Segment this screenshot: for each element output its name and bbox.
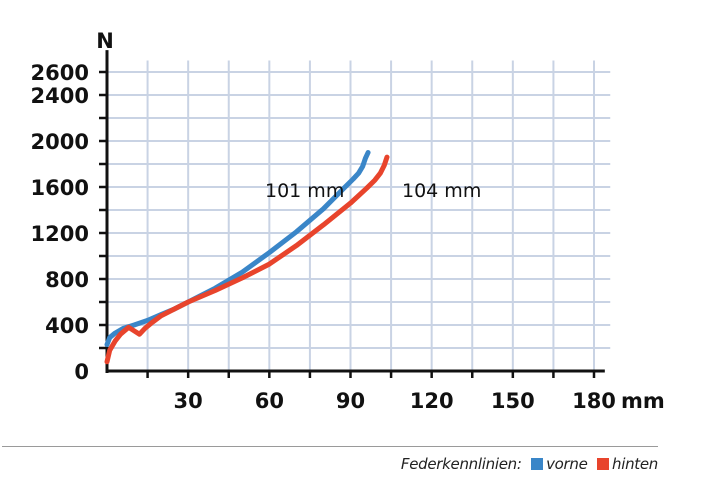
x-tick-label: 150 [491,389,535,413]
y-tick-label: 1200 [31,222,89,246]
x-tick-label: 60 [255,389,284,413]
x-tick-label: 30 [174,389,203,413]
y-axis-label: N [96,29,114,53]
series-lines [104,150,390,365]
y-tick-label: 2600 [31,61,89,85]
legend-title: Federkennlinien: [400,455,522,473]
x-tick-label: 180 [572,389,616,413]
legend-swatch-hinten [597,458,609,470]
x-tick-label: 90 [336,389,365,413]
legend-swatch-vorne [531,458,544,470]
legend-label-vorne: vorne [546,455,588,473]
y-tick-label: 1600 [31,176,89,200]
y-tick-label: 2400 [31,84,89,108]
legend-label-hinten: hinten [612,455,658,473]
y-tick-label: 400 [45,314,89,338]
y-tick-label: 2000 [31,130,89,154]
x-tick-label: 120 [410,389,454,413]
series-end-label-hinten: 104 mm [402,180,481,202]
grid [107,60,611,371]
tick-labels: 30 60 90 120 150 180 0 400 800 1200 1600 2000 240026… [31,61,616,413]
y-tick-label: 0 [74,360,89,384]
series-end-label-vorne: 101 mm [265,180,344,202]
spring-rate-chart: 30 60 90 120 150 180 0 400 800 1200 1600 2000 240026… [31,29,665,413]
legend: Federkennlinien: vorne hinten [401,455,658,473]
axes [99,50,605,378]
y-tick-label: 800 [45,268,89,292]
x-axis-unit: mm [621,389,665,413]
series-line-hinten [104,154,390,365]
divider [2,446,658,447]
